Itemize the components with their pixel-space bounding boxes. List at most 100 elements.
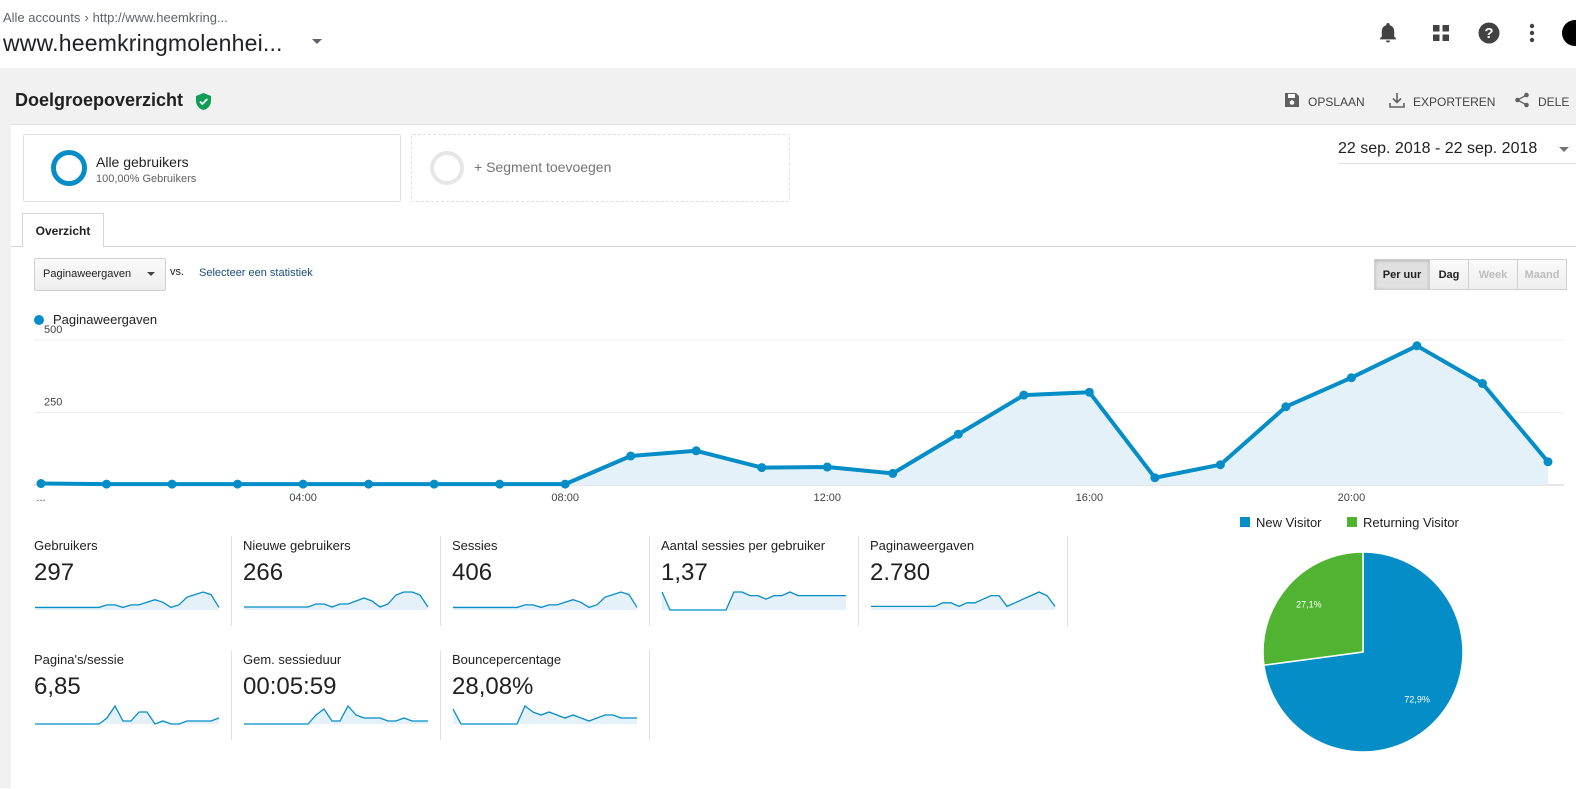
data-point[interactable] xyxy=(822,462,832,472)
download-icon xyxy=(1389,92,1405,111)
data-point[interactable] xyxy=(1150,473,1160,483)
data-point[interactable] xyxy=(167,479,177,489)
data-point[interactable] xyxy=(233,479,243,489)
sparkline-line xyxy=(453,591,638,609)
metric-label: Bouncepercentage xyxy=(452,652,562,667)
metric-tile[interactable]: Nieuwe gebruikers 266 xyxy=(243,538,451,623)
metric-tile[interactable]: Bouncepercentage 28,08% xyxy=(452,652,660,737)
more-vert-icon[interactable] xyxy=(1519,20,1545,46)
pie-legend-label: New Visitor xyxy=(1256,515,1322,530)
metric-tile[interactable]: Sessies 406 xyxy=(452,538,660,623)
metric-tile[interactable]: Pagina's/sessie 6,85 xyxy=(34,652,242,737)
data-point[interactable] xyxy=(364,479,374,489)
top-bar: Alle accounts › http://www.heemkring... ww… xyxy=(0,0,1576,68)
data-point[interactable] xyxy=(36,479,46,489)
add-segment-button[interactable]: + Segment toevoegen xyxy=(411,134,790,202)
share-icon xyxy=(1514,92,1530,111)
sparkline xyxy=(35,591,220,610)
sparkline-line xyxy=(452,704,637,725)
save-button[interactable]: OPSLAAN xyxy=(1284,92,1365,111)
data-point[interactable] xyxy=(626,451,636,461)
data-point[interactable] xyxy=(1477,379,1487,388)
tab-divider xyxy=(11,246,1576,247)
apps-icon[interactable] xyxy=(1428,20,1454,46)
data-point[interactable] xyxy=(1412,341,1422,351)
save-icon xyxy=(1284,92,1300,111)
save-label: OPSLAAN xyxy=(1308,94,1365,109)
legend-dot xyxy=(34,315,44,325)
x-tick-label: 08:00 xyxy=(551,492,579,504)
data-point[interactable] xyxy=(888,468,898,478)
x-tick-label: ... xyxy=(36,492,45,504)
share-button[interactable]: DELE xyxy=(1514,92,1569,111)
date-range-picker[interactable]: 22 sep. 2018 - 22 sep. 2018 xyxy=(1338,140,1538,157)
metric-value: 6,85 xyxy=(34,673,81,700)
empty-segment-ring-icon xyxy=(430,151,464,185)
metric-divider xyxy=(649,536,650,626)
sparkline xyxy=(661,591,846,611)
help-icon[interactable]: ? xyxy=(1476,20,1502,46)
pie-slice-label: 27,1% xyxy=(1296,600,1322,610)
legend-swatch xyxy=(1240,517,1250,527)
pie-slice[interactable] xyxy=(1262,551,1364,666)
sparkline-line xyxy=(35,704,220,725)
metric-tile[interactable]: Gem. sessieduur 00:05:59 xyxy=(243,652,451,737)
data-point[interactable] xyxy=(757,463,767,473)
data-point[interactable] xyxy=(691,446,701,456)
sparkline-area xyxy=(871,592,1055,610)
metric-divider xyxy=(440,650,441,740)
data-point[interactable] xyxy=(1543,457,1553,467)
add-segment-label: + Segment toevoegen xyxy=(474,159,612,175)
metric-divider xyxy=(649,650,650,740)
select-metric-link[interactable]: Selecteer een statistiek xyxy=(199,267,313,279)
data-point[interactable] xyxy=(1084,387,1094,397)
breadcrumb-url[interactable]: http://www.heemkring... xyxy=(92,10,228,25)
property-selector[interactable]: www.heemkringmolenhei... xyxy=(3,30,283,56)
export-label: EXPORTEREN xyxy=(1413,94,1496,109)
data-point[interactable] xyxy=(1346,373,1356,383)
data-point[interactable] xyxy=(1281,402,1291,412)
metric-label: Nieuwe gebruikers xyxy=(243,538,351,553)
sparkline xyxy=(35,704,220,725)
sparkline xyxy=(244,591,429,610)
data-point[interactable] xyxy=(429,479,439,489)
series-line xyxy=(40,343,1550,487)
bell-icon[interactable] xyxy=(1375,20,1401,46)
pie-legend-label: Returning Visitor xyxy=(1363,515,1459,530)
metric-label: Paginaweergaven xyxy=(870,538,975,553)
sparkline-line xyxy=(661,591,846,611)
legend-label: Paginaweergaven xyxy=(53,312,158,327)
chevron-down-icon xyxy=(147,272,155,276)
tab-overzicht[interactable]: Overzicht xyxy=(22,213,104,247)
per-uur-button[interactable]: Per uur xyxy=(1374,259,1430,290)
data-point[interactable] xyxy=(102,479,112,489)
metric-tile[interactable]: Aantal sessies per gebruiker 1,37 xyxy=(661,538,869,623)
sparkline-area xyxy=(35,706,219,724)
data-point[interactable] xyxy=(953,429,963,439)
chevron-down-icon[interactable] xyxy=(1559,147,1569,152)
segment-title: Alle gebruikers xyxy=(96,154,189,170)
data-point[interactable] xyxy=(298,479,308,489)
metric-select[interactable]: Paginaweergaven xyxy=(34,258,166,291)
data-point[interactable] xyxy=(560,479,570,489)
dag-button[interactable]: Dag xyxy=(1429,259,1469,290)
sparkline-line xyxy=(244,704,428,725)
metric-value: 266 xyxy=(243,559,284,586)
metric-tile[interactable]: Paginaweergaven 2.780 xyxy=(870,538,1078,623)
metric-divider xyxy=(231,650,232,740)
metric-label: Gem. sessieduur xyxy=(243,652,342,667)
metric-select-value: Paginaweergaven xyxy=(43,268,132,280)
chevron-down-icon[interactable] xyxy=(312,39,322,44)
granularity-buttons: Per uur Dag Week Maand xyxy=(1374,259,1567,290)
metric-tile[interactable]: Gebruikers 297 xyxy=(34,538,242,623)
data-point[interactable] xyxy=(1019,390,1029,400)
metric-label: Gebruikers xyxy=(34,538,98,553)
breadcrumb-accounts[interactable]: Alle accounts xyxy=(3,10,81,25)
data-point[interactable] xyxy=(1215,460,1225,470)
segment-all-users[interactable]: Alle gebruikers 100,00% Gebruikers xyxy=(23,134,401,202)
avatar[interactable] xyxy=(1562,20,1576,46)
export-button[interactable]: EXPORTEREN xyxy=(1389,92,1495,111)
metric-divider xyxy=(440,536,441,626)
data-point[interactable] xyxy=(495,479,505,489)
